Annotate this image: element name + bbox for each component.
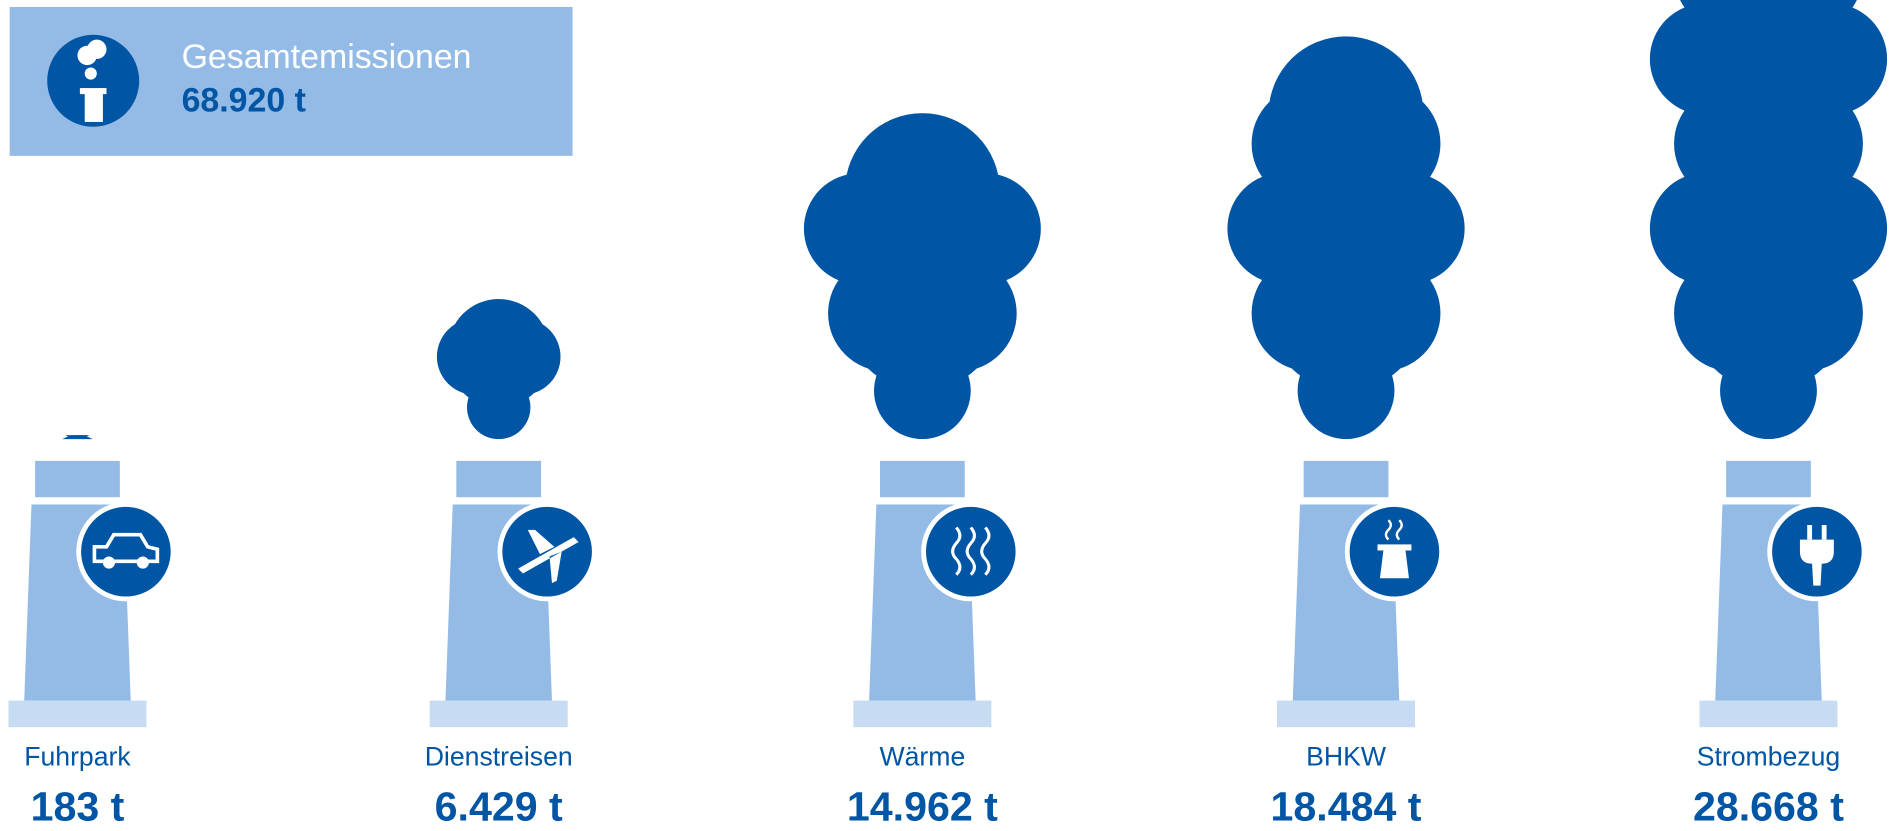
summary-title: Gesamtemissionen <box>182 38 472 76</box>
chimney-base <box>1699 700 1838 728</box>
chimney-base <box>1277 700 1416 728</box>
chimney-cap <box>1726 460 1811 498</box>
value-label: 183 t <box>31 783 125 829</box>
icon-shape <box>102 556 115 569</box>
chimney-cap <box>456 460 542 498</box>
chimney-base <box>8 700 147 728</box>
category-label: Fuhrpark <box>24 742 131 772</box>
icon-circle <box>497 502 597 602</box>
value-label: 6.429 t <box>435 783 563 829</box>
chimney-base <box>429 700 568 728</box>
chimney-cap <box>1303 460 1389 498</box>
category-icon <box>76 502 176 602</box>
cloud-lobe <box>62 435 93 440</box>
chimney-base <box>853 700 992 728</box>
category-label: BHKW <box>1306 742 1387 772</box>
cloud-lobe <box>447 299 550 401</box>
icon-shape <box>965 526 976 576</box>
icon-shape <box>518 529 579 584</box>
icon-shape <box>136 556 149 569</box>
icon-shape <box>1384 519 1393 541</box>
cloud-lobe <box>1268 36 1424 192</box>
chimney-cap <box>880 460 965 498</box>
icon-shape <box>1821 525 1827 540</box>
summary-icon <box>47 34 140 127</box>
cloud-lobe <box>1752 0 1857 33</box>
category-icon <box>921 502 1021 602</box>
chimney-cap <box>35 460 120 498</box>
icon-circle <box>76 502 176 602</box>
icon-circle <box>921 502 1021 602</box>
value-label: 28.668 t <box>1693 783 1844 829</box>
category-icon <box>1767 502 1867 602</box>
category-icon <box>1344 502 1445 602</box>
category-label: Wärme <box>879 742 965 772</box>
icon-shape <box>1807 525 1813 540</box>
category-label: Strombezug <box>1697 742 1841 772</box>
category-icon <box>497 502 597 602</box>
cloud-lobe <box>845 113 1000 268</box>
icon-shape <box>1377 544 1412 551</box>
category-label: Dienstreisen <box>425 742 573 772</box>
cloud <box>803 113 1041 440</box>
icon-shape <box>1395 519 1403 541</box>
summary-total: 68.920 t <box>182 82 306 120</box>
icon-shape <box>92 532 160 564</box>
icon-shape <box>1379 549 1409 579</box>
icon-shape <box>951 526 962 576</box>
cloud <box>1649 0 1888 440</box>
cloud-lobe <box>65 435 90 440</box>
value-label: 18.484 t <box>1271 783 1422 829</box>
cloud <box>62 435 93 440</box>
icon-shape <box>1799 539 1834 586</box>
icon-shape <box>980 526 991 576</box>
cloud <box>436 299 561 440</box>
cloud <box>1227 36 1465 440</box>
value-label: 14.962 t <box>847 783 998 829</box>
